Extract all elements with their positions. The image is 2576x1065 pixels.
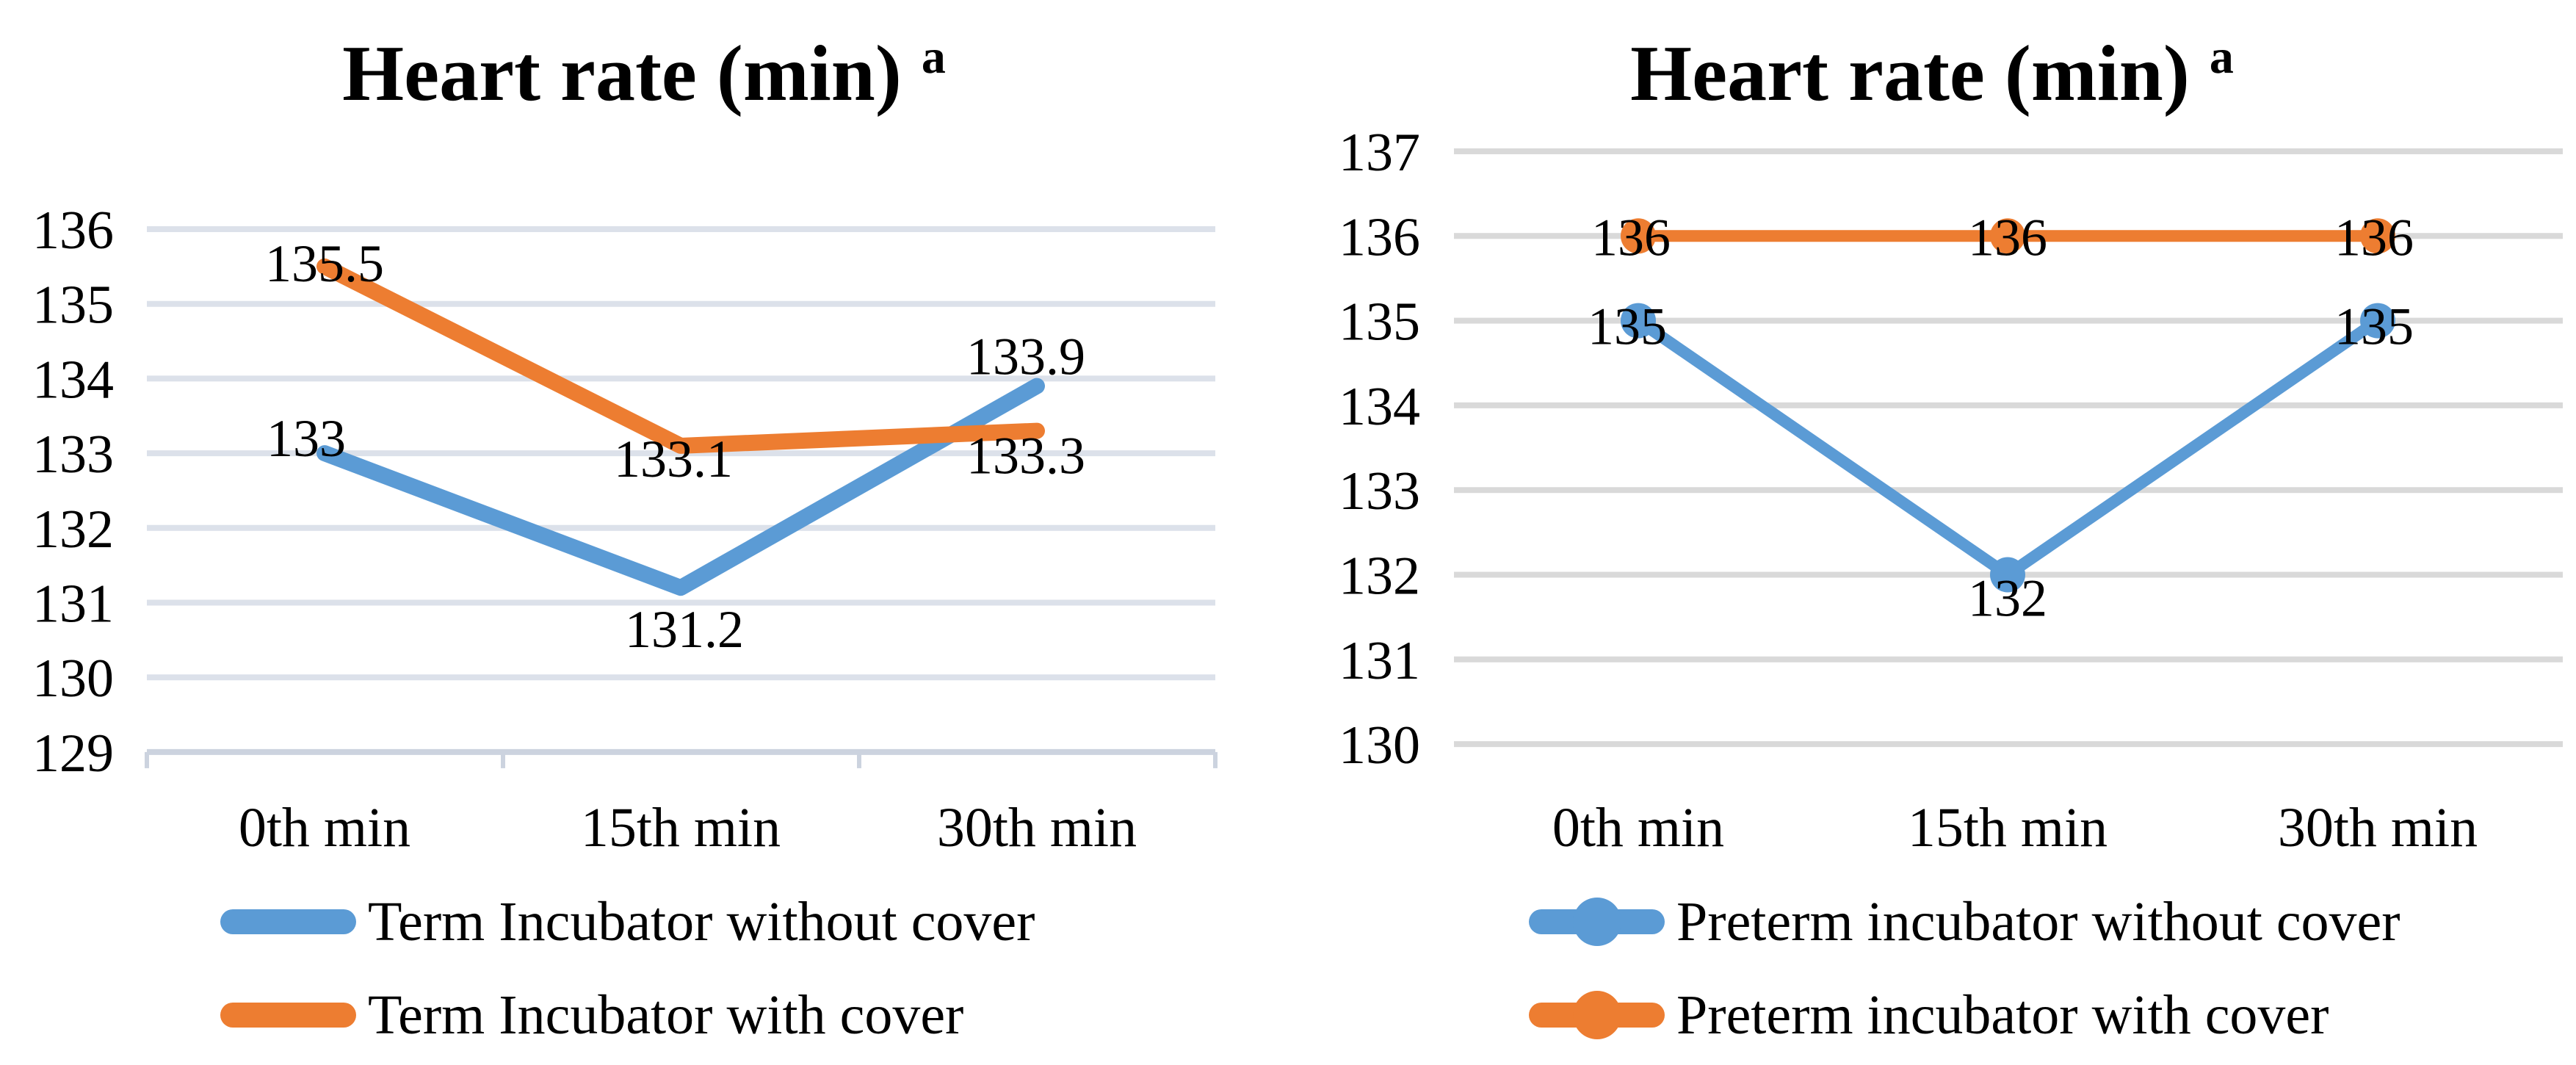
legend-label: Term Incubator with cover <box>368 983 964 1046</box>
data-point-marker <box>1990 218 2025 254</box>
x-category-label: 15th min <box>1908 797 2108 859</box>
y-tick-label: 134 <box>32 350 114 410</box>
y-tick-label: 133 <box>1339 461 1420 521</box>
y-tick-label: 132 <box>1339 546 1420 607</box>
y-tick-label: 132 <box>32 499 114 560</box>
data-label: 135 <box>2334 297 2414 356</box>
legend-line-swatch <box>220 909 356 934</box>
data-point-marker <box>2360 303 2395 339</box>
legend-marker-dot <box>1572 991 1621 1039</box>
legend-right-chart: Preterm incubator without cover Preterm … <box>1529 889 2400 1048</box>
data-point-marker <box>1621 303 1656 339</box>
data-label: 133.1 <box>614 430 733 488</box>
data-label: 133.9 <box>966 328 1085 386</box>
chart-title-text: Heart rate (min) <box>1630 30 2190 118</box>
legend-line-swatch <box>1529 991 1665 1039</box>
data-point-marker <box>2360 218 2395 254</box>
y-tick-label: 135 <box>32 275 114 336</box>
y-tick-label: 136 <box>1339 207 1420 267</box>
data-point-marker <box>1621 218 1656 254</box>
data-point-marker <box>1990 557 2025 593</box>
legend-item: Term Incubator without cover <box>220 889 1035 955</box>
data-label: 132 <box>1968 569 2047 628</box>
y-tick-label: 130 <box>32 649 114 709</box>
y-tick-label: 129 <box>32 723 114 784</box>
line-chart-term-infants: 136 135 134 133 132 131 130 129 0th min 15th min 3… <box>32 201 1218 859</box>
y-tick-label: 134 <box>1339 377 1420 437</box>
series-line <box>316 378 1045 596</box>
series-line <box>316 258 1045 454</box>
y-tick-label: 130 <box>1339 715 1420 776</box>
line-chart-preterm-infants: 137 136 135 134 133 132 131 130 0th min 15th min 3… <box>1339 123 2563 859</box>
data-label: 131.2 <box>625 600 744 659</box>
chart-title-superscript: a <box>921 30 946 84</box>
y-tick-label: 137 <box>1339 123 1420 183</box>
legend-label: Preterm incubator with cover <box>1676 983 2329 1046</box>
x-category-label: 30th min <box>2278 797 2478 859</box>
legend-line-swatch <box>1529 898 1665 946</box>
y-tick-label: 133 <box>32 425 114 485</box>
data-label: 136 <box>2334 208 2414 267</box>
chart-title-left: Heart rate (min) a <box>0 30 1288 118</box>
chart-title-right: Heart rate (min) a <box>1288 30 2576 118</box>
data-label: 136 <box>1968 208 2047 267</box>
legend-line-swatch <box>220 1003 356 1028</box>
y-tick-label: 135 <box>1339 292 1420 353</box>
x-category-label: 30th min <box>937 797 1137 859</box>
legend-item: Term Incubator with cover <box>220 982 1035 1048</box>
legend-item: Preterm incubator with cover <box>1529 982 2400 1048</box>
data-label: 135 <box>1588 297 1667 356</box>
chart-title-superscript: a <box>2209 30 2234 84</box>
y-tick-label: 131 <box>32 574 114 635</box>
legend-left-chart: Term Incubator without cover Term Incuba… <box>220 889 1035 1048</box>
data-label: 133 <box>267 409 346 468</box>
y-tick-label: 136 <box>32 201 114 261</box>
y-tick-label: 131 <box>1339 631 1420 691</box>
series-line <box>1632 314 2384 581</box>
x-category-label: 0th min <box>1552 797 1724 859</box>
legend-label: Term Incubator without cover <box>368 890 1035 953</box>
legend-marker-dot <box>1572 898 1621 946</box>
x-category-label: 15th min <box>581 797 781 859</box>
legend-label: Preterm incubator without cover <box>1676 890 2400 953</box>
data-label: 135.5 <box>265 234 384 293</box>
legend-item: Preterm incubator without cover <box>1529 889 2400 955</box>
data-label: 133.3 <box>966 427 1085 485</box>
x-category-label: 0th min <box>239 797 410 859</box>
data-label: 136 <box>1591 208 1671 267</box>
chart-title-text: Heart rate (min) <box>342 30 902 118</box>
